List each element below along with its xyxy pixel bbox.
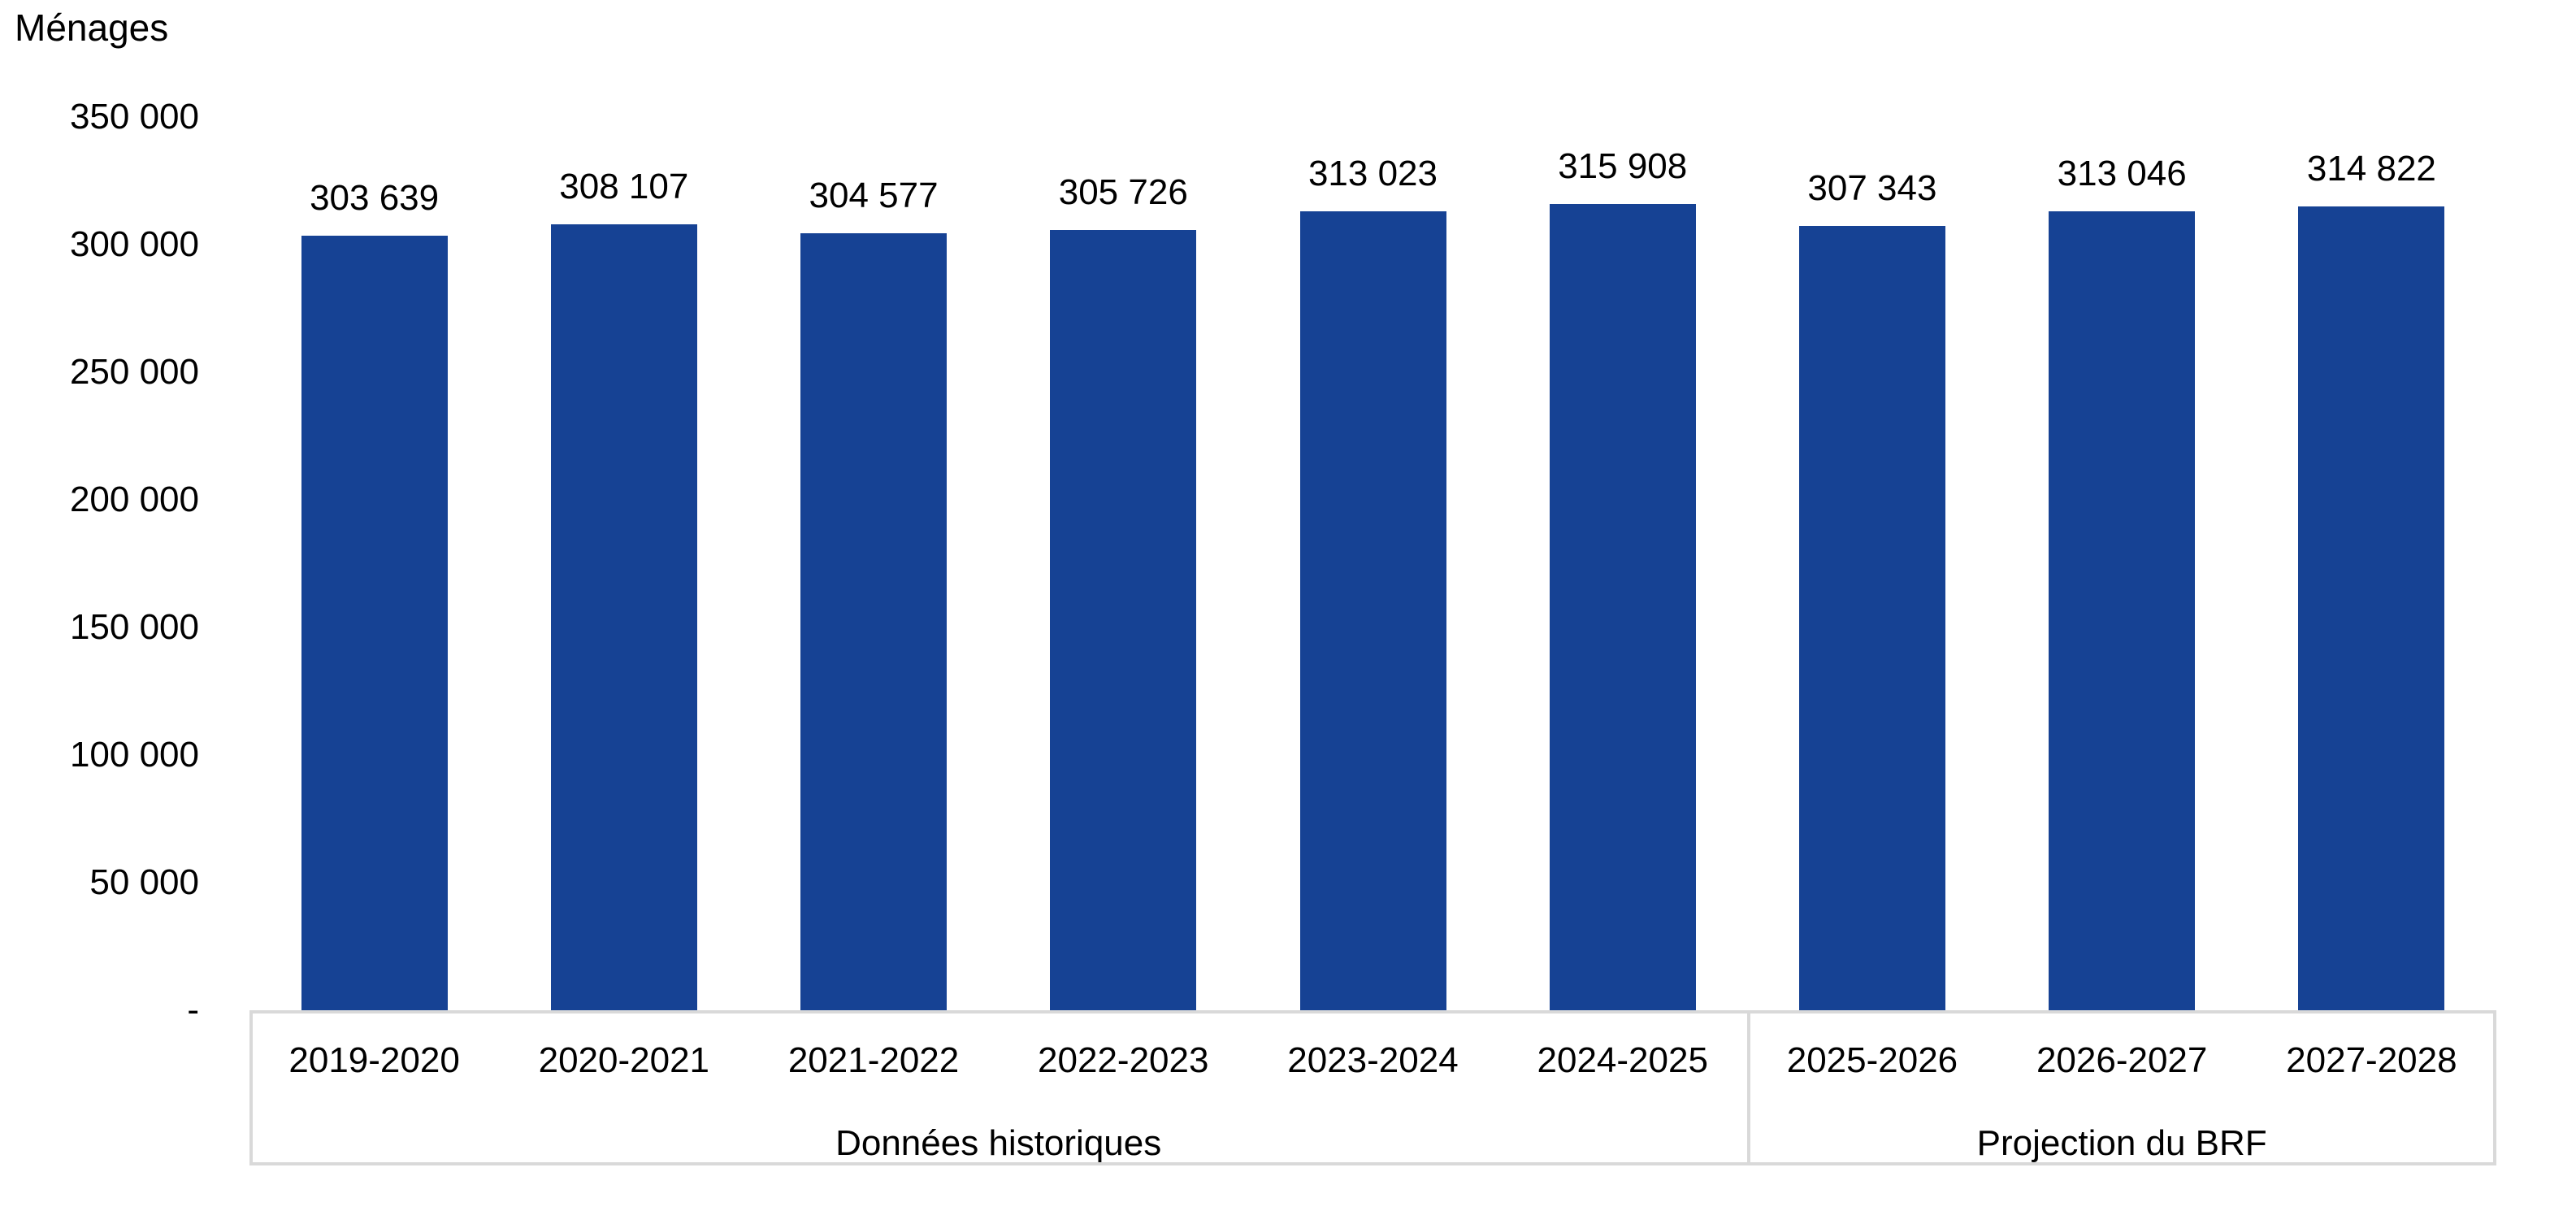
bar-2027-2028 — [2298, 206, 2445, 1010]
y-axis-tick-label: 350 000 — [69, 97, 199, 137]
x-axis-label-2027-2028: 2027-2028 — [2286, 1040, 2457, 1080]
data-label-2027-2028: 314 822 — [2306, 149, 2436, 189]
data-label-2020-2021: 308 107 — [559, 167, 689, 206]
bar-2022-2023 — [1050, 230, 1197, 1010]
category-axis-box: 2019-2020 2020-2021 2021-2022 2022-2023 2023… — [249, 1010, 2496, 1165]
bar-2024-2025 — [1549, 204, 1696, 1010]
y-axis-tick-label: - — [187, 990, 199, 1030]
x-axis-label-2024-2025: 2024-2025 — [1537, 1040, 1708, 1080]
y-axis-tick-label: 100 000 — [69, 735, 199, 775]
y-axis-tick-label: 50 000 — [89, 862, 199, 902]
x-axis-label-2022-2023: 2022-2023 — [1038, 1040, 1209, 1080]
data-label-2019-2020: 303 639 — [310, 178, 440, 218]
group-label-2: Projection du BRF — [1976, 1123, 2267, 1163]
group-label-1: Données historiques — [835, 1123, 1162, 1163]
x-axis-label-2025-2026: 2025-2026 — [1786, 1040, 1958, 1080]
bar-2023-2024 — [1299, 211, 1446, 1010]
bar-2021-2022 — [800, 233, 948, 1010]
bar-2019-2020 — [301, 236, 448, 1010]
x-axis-label-2026-2027: 2026-2027 — [2036, 1040, 2208, 1080]
bar-2026-2027 — [2049, 211, 2196, 1010]
x-axis-label-2021-2022: 2021-2022 — [787, 1040, 960, 1080]
y-axis-tick-label: 200 000 — [69, 480, 199, 519]
bar-2020-2021 — [550, 224, 697, 1010]
data-label-2022-2023: 305 726 — [1058, 172, 1188, 212]
y-axis-tick-label: 250 000 — [69, 352, 199, 392]
data-label-2024-2025: 315 908 — [1558, 146, 1688, 186]
y-axis-tick-label: 150 000 — [69, 607, 199, 647]
x-axis-label-2023-2024: 2023-2024 — [1287, 1040, 1459, 1080]
x-axis-label-2019-2020: 2019-2020 — [288, 1040, 460, 1080]
data-label-2021-2022: 304 577 — [809, 176, 939, 215]
y-axis-title: Ménages — [15, 7, 169, 49]
data-label-2026-2027: 313 046 — [2057, 154, 2187, 193]
plot-area: 303 639 308 107 304 577 305 726 313 023 315 9… — [249, 0, 2496, 1010]
bar-2025-2026 — [1798, 226, 1945, 1010]
data-label-2023-2024: 313 023 — [1308, 154, 1438, 193]
group-divider — [1747, 1014, 1751, 1162]
data-label-2025-2026: 307 343 — [1807, 168, 1937, 208]
x-axis-label-2020-2021: 2020-2021 — [538, 1040, 710, 1080]
y-axis-tick-label: 300 000 — [69, 224, 199, 264]
